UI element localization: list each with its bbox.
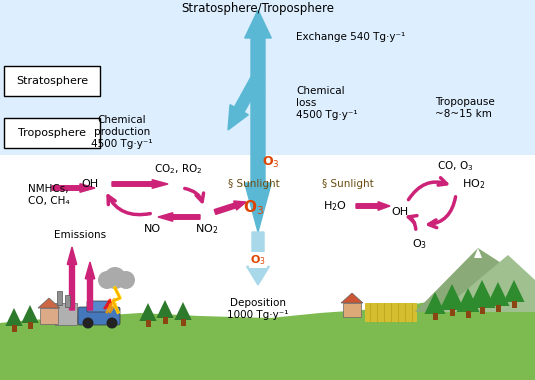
Polygon shape <box>38 298 60 308</box>
Text: NMHCs,
CO, CH₄: NMHCs, CO, CH₄ <box>28 184 70 206</box>
FancyArrow shape <box>112 180 168 188</box>
Circle shape <box>104 267 126 289</box>
Bar <box>146 320 150 327</box>
Bar <box>0 0 535 155</box>
Text: OH: OH <box>81 179 98 189</box>
Polygon shape <box>469 280 495 308</box>
Bar <box>343 303 361 317</box>
Text: Chemical
production
4500 Tg·y⁻¹: Chemical production 4500 Tg·y⁻¹ <box>91 116 153 149</box>
Text: Exchange 540 Tg·y⁻¹: Exchange 540 Tg·y⁻¹ <box>296 32 405 42</box>
Bar <box>495 305 501 312</box>
Polygon shape <box>440 255 535 312</box>
Polygon shape <box>415 248 535 312</box>
Text: O$_3$: O$_3$ <box>262 154 280 169</box>
Bar <box>465 311 470 318</box>
Text: § Sunlight: § Sunlight <box>322 179 374 189</box>
Polygon shape <box>486 282 509 306</box>
Bar <box>180 319 186 326</box>
Text: Emissions: Emissions <box>54 230 106 240</box>
FancyArrow shape <box>244 90 271 232</box>
Polygon shape <box>156 300 174 318</box>
Text: Deposition
1000 Tg·y⁻¹: Deposition 1000 Tg·y⁻¹ <box>227 298 289 320</box>
Bar <box>40 308 58 324</box>
Bar <box>163 317 167 324</box>
Bar <box>479 307 485 314</box>
FancyArrow shape <box>85 262 95 310</box>
Text: Troposphere: Troposphere <box>18 128 86 138</box>
Bar <box>11 325 17 332</box>
Text: NO$_2$: NO$_2$ <box>195 222 219 236</box>
FancyBboxPatch shape <box>87 301 111 312</box>
Text: Tropopause
~8~15 km: Tropopause ~8~15 km <box>435 97 495 119</box>
Circle shape <box>106 318 118 328</box>
Polygon shape <box>139 303 157 321</box>
Text: NO: NO <box>143 224 160 234</box>
FancyArrow shape <box>228 69 265 130</box>
Bar <box>365 303 417 322</box>
Text: Stratosphere/Troposphere: Stratosphere/Troposphere <box>181 2 334 15</box>
Polygon shape <box>424 292 446 314</box>
Text: CO, O$_3$: CO, O$_3$ <box>437 159 473 173</box>
Text: CO$_2$, RO$_2$: CO$_2$, RO$_2$ <box>154 162 202 176</box>
FancyArrow shape <box>356 202 390 210</box>
Bar <box>449 309 455 316</box>
Polygon shape <box>474 248 482 258</box>
FancyArrow shape <box>214 201 246 214</box>
Text: HO$_2$: HO$_2$ <box>462 177 485 191</box>
Polygon shape <box>503 280 524 302</box>
Text: § Sunlight: § Sunlight <box>228 179 280 189</box>
Bar <box>55 303 77 325</box>
Bar <box>65 295 70 307</box>
Text: OH: OH <box>392 207 409 217</box>
FancyArrow shape <box>244 10 271 90</box>
Text: O$_3$: O$_3$ <box>242 199 264 217</box>
Bar <box>511 301 516 308</box>
Polygon shape <box>0 295 535 380</box>
Text: Chemical
loss
4500 Tg·y⁻¹: Chemical loss 4500 Tg·y⁻¹ <box>296 86 357 120</box>
Text: O$_3$: O$_3$ <box>250 253 266 267</box>
Bar <box>27 322 33 329</box>
FancyArrow shape <box>67 247 77 310</box>
Bar <box>57 291 62 305</box>
Circle shape <box>117 271 135 289</box>
Polygon shape <box>440 284 464 310</box>
Text: O$_3$: O$_3$ <box>412 237 427 251</box>
Text: H$_2$O: H$_2$O <box>323 199 347 213</box>
FancyArrow shape <box>52 184 95 192</box>
Polygon shape <box>341 293 363 303</box>
Circle shape <box>98 271 116 289</box>
FancyBboxPatch shape <box>4 118 100 148</box>
Circle shape <box>82 318 94 328</box>
Polygon shape <box>21 305 39 323</box>
Polygon shape <box>5 308 22 326</box>
Polygon shape <box>456 288 479 312</box>
Polygon shape <box>174 302 192 320</box>
Bar <box>432 313 438 320</box>
FancyBboxPatch shape <box>4 66 100 96</box>
FancyBboxPatch shape <box>78 307 120 325</box>
FancyArrow shape <box>158 213 200 221</box>
Text: Stratosphere: Stratosphere <box>16 76 88 86</box>
FancyArrow shape <box>247 232 270 285</box>
